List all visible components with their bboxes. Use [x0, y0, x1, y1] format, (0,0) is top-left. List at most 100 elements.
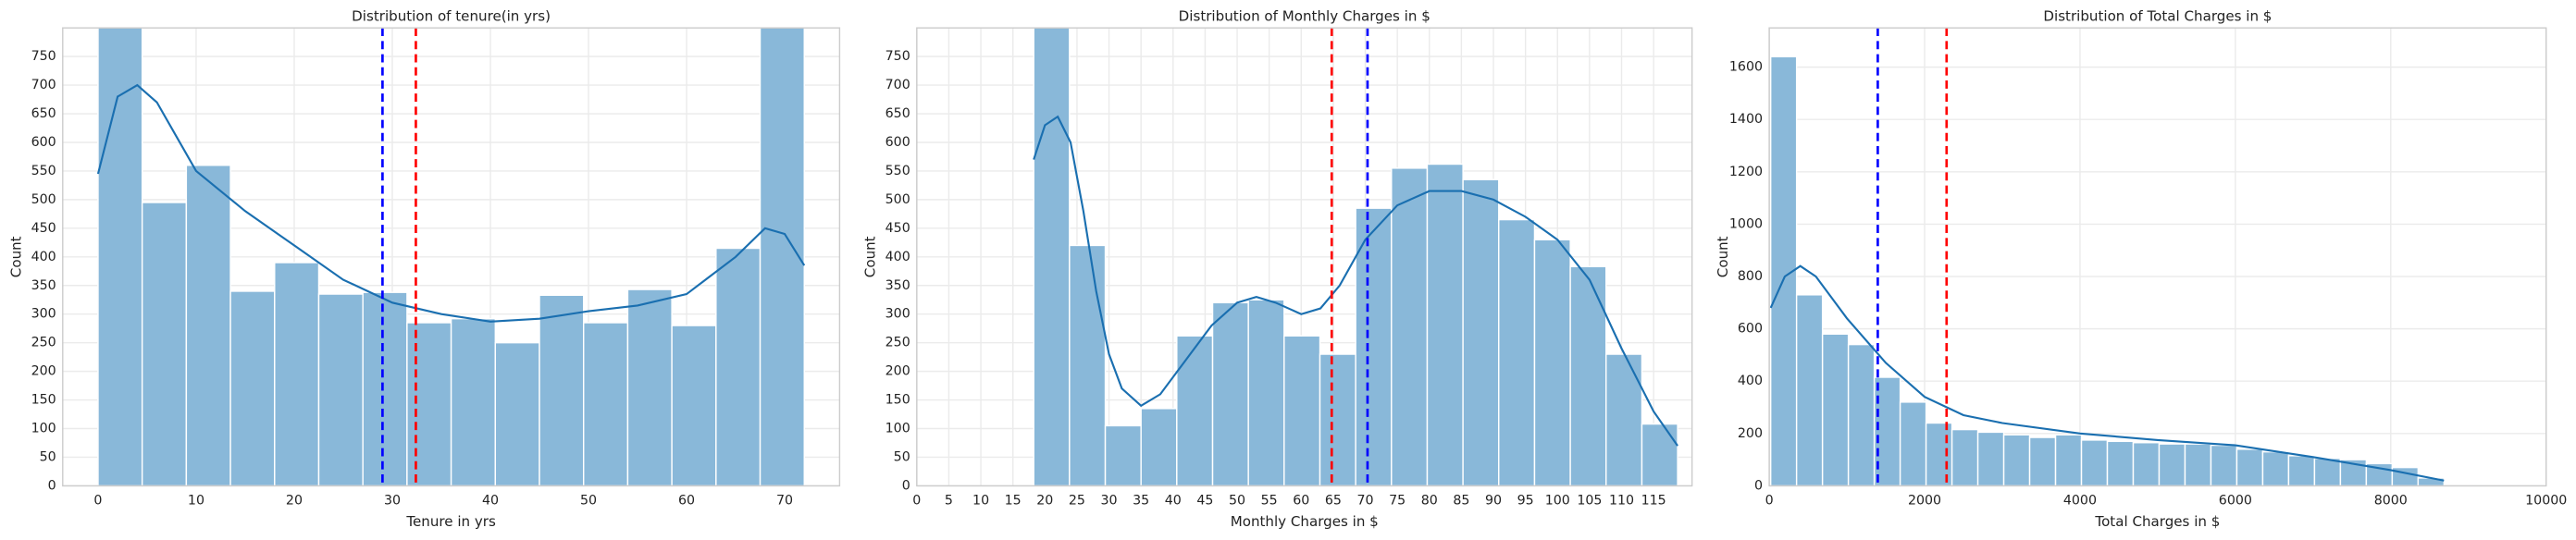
bar — [317, 293, 364, 486]
bar — [2261, 450, 2290, 486]
y-tick-label: 200 — [31, 364, 56, 379]
axes-frame — [916, 27, 1693, 487]
bar — [2235, 448, 2264, 486]
x-tick-label: 60 — [678, 493, 695, 508]
x-tick-label: 10 — [972, 493, 989, 508]
bar — [1641, 423, 1678, 486]
chart-title: Distribution of Total Charges in $ — [2043, 7, 2272, 24]
x-tick-label: 40 — [482, 493, 499, 508]
y-tick-label: 600 — [886, 135, 910, 150]
bar — [759, 28, 805, 486]
bar — [1247, 299, 1285, 486]
x-tick-label: 70 — [1357, 493, 1374, 508]
y-tick-label: 0 — [902, 478, 910, 493]
axes-frame — [62, 27, 841, 487]
y-tick-label: 550 — [31, 164, 56, 178]
bar — [1355, 207, 1393, 486]
bar — [2184, 443, 2212, 486]
y-tick-label: 150 — [31, 393, 56, 408]
bar — [583, 322, 629, 486]
bar — [450, 317, 497, 486]
y-tick-label: 300 — [31, 307, 56, 322]
y-tick-label: 500 — [31, 192, 56, 207]
bar — [1104, 424, 1142, 486]
x-tick-label: 2000 — [1908, 493, 1941, 508]
kde-line — [1033, 115, 1678, 447]
y-tick-label: 400 — [886, 250, 910, 264]
y-tick-label: 800 — [1738, 269, 1763, 284]
x-tick-label: 95 — [1517, 493, 1534, 508]
y-tick-label: 0 — [1754, 478, 1763, 493]
kde-line — [1769, 264, 2445, 482]
y-tick-label: 1400 — [1729, 112, 1763, 127]
x-tick-label: 50 — [1229, 493, 1245, 508]
bar — [1462, 178, 1500, 486]
y-tick-label: 250 — [886, 336, 910, 350]
x-tick-label: 20 — [1036, 493, 1053, 508]
x-tick-label: 30 — [1101, 493, 1118, 508]
x-tick-label: 60 — [1293, 493, 1309, 508]
y-axis-label: Count — [862, 236, 879, 277]
x-tick-label: 10000 — [2525, 493, 2567, 508]
bar — [2132, 442, 2161, 486]
x-tick-label: 35 — [1133, 493, 1149, 508]
y-tick-label: 400 — [1738, 374, 1763, 388]
x-tick-label: 0 — [93, 493, 102, 508]
bar — [1605, 353, 1643, 486]
x-tick-label: 45 — [1196, 493, 1213, 508]
bar — [1925, 422, 1953, 486]
y-tick-label: 750 — [886, 49, 910, 64]
bar — [2287, 455, 2316, 486]
y-tick-label: 200 — [886, 364, 910, 379]
bar — [2210, 444, 2238, 486]
bar — [1033, 28, 1071, 486]
x-tick-label: 75 — [1389, 493, 1406, 508]
y-tick-label: 550 — [886, 164, 910, 178]
x-tick-label: 105 — [1577, 493, 1602, 508]
x-tick-label: 80 — [1421, 493, 1438, 508]
bar — [2158, 443, 2186, 486]
bar — [626, 288, 673, 486]
chart-title: Distribution of tenure(in yrs) — [352, 7, 551, 24]
y-tick-label: 450 — [886, 221, 910, 236]
axes-frame — [1768, 27, 2547, 487]
bar — [1426, 163, 1464, 486]
bar — [1069, 244, 1107, 486]
y-tick-label: 700 — [31, 78, 56, 92]
x-axis-label: Tenure in yrs — [405, 513, 496, 530]
bar — [1951, 428, 1979, 486]
bars — [1769, 55, 2446, 486]
x-tick-label: 85 — [1453, 493, 1469, 508]
y-tick-label: 600 — [31, 135, 56, 150]
bar — [2106, 440, 2135, 486]
x-tick-label: 50 — [580, 493, 597, 508]
bar — [141, 202, 188, 486]
x-tick-label: 20 — [286, 493, 303, 508]
y-tick-label: 100 — [886, 422, 910, 436]
bar — [1873, 376, 1901, 486]
bar — [715, 247, 762, 486]
bar — [1847, 343, 1876, 486]
bar — [362, 291, 408, 486]
bar — [1899, 401, 1927, 486]
bar — [1533, 239, 1571, 486]
bar — [1140, 408, 1178, 486]
bar — [97, 28, 143, 486]
x-tick-label: 90 — [1485, 493, 1502, 508]
bars — [96, 28, 806, 486]
y-axis-label: Count — [1715, 236, 1731, 277]
x-tick-label: 55 — [1261, 493, 1278, 508]
bars — [1033, 28, 1678, 486]
bar — [274, 262, 320, 486]
x-tick-label: 70 — [776, 493, 793, 508]
y-tick-label: 300 — [886, 307, 910, 322]
x-tick-label: 6000 — [2219, 493, 2252, 508]
bar — [1283, 335, 1321, 486]
y-tick-label: 600 — [1738, 322, 1763, 337]
x-tick-label: 25 — [1069, 493, 1085, 508]
y-tick-label: 650 — [886, 106, 910, 121]
y-tick-label: 250 — [31, 336, 56, 350]
bar — [2054, 434, 2083, 486]
y-tick-label: 750 — [31, 49, 56, 64]
